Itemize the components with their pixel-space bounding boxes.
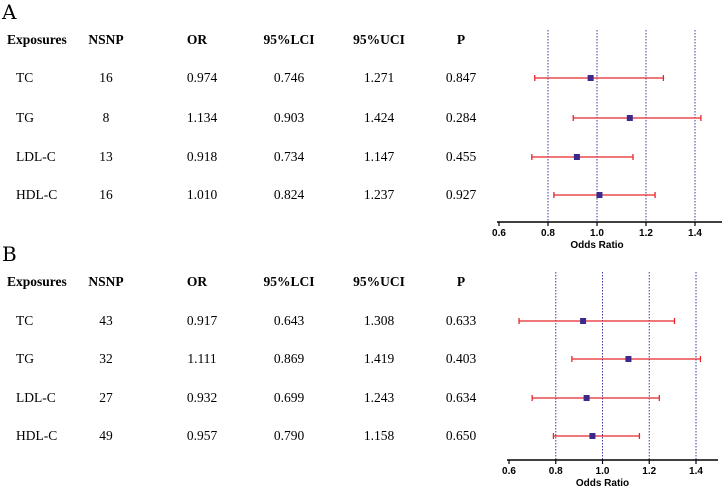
table-cell: 0.633	[445, 313, 477, 328]
column-header: Exposures	[7, 274, 67, 289]
x-tick-label: 0.8	[541, 228, 555, 239]
or-point	[625, 356, 632, 362]
table-cell: 1.271	[363, 70, 395, 85]
exposure-label: LDL-C	[16, 149, 56, 164]
x-tick-label: 1.0	[590, 228, 604, 239]
table-cell: 0.847	[445, 70, 477, 85]
x-tick-label: 1.2	[642, 466, 656, 477]
or-point	[583, 395, 590, 401]
table-cell: 1.308	[363, 313, 395, 328]
table-cell: 27	[99, 390, 113, 405]
exposure-label: TC	[16, 70, 34, 85]
exposure-label: TG	[16, 351, 34, 366]
x-axis-label: Odds Ratio	[576, 478, 629, 486]
table-cell: 0.455	[445, 149, 477, 164]
table-cell: 8	[102, 110, 110, 125]
table-cell: 0.643	[273, 313, 305, 328]
table-cell: 1.111	[187, 351, 217, 366]
column-header: 95%LCI	[263, 32, 315, 47]
table-cell: 1.424	[363, 110, 395, 125]
or-point	[580, 318, 587, 324]
table-cell: 32	[99, 351, 113, 366]
x-axis-label: Odds Ratio	[570, 240, 623, 251]
column-header: NSNP	[88, 32, 124, 47]
x-tick-label: 1.4	[689, 466, 703, 477]
column-header: 95%LCI	[263, 274, 315, 289]
table-cell: 0.932	[186, 390, 218, 405]
table-cell: 0.699	[273, 390, 305, 405]
panel-letter: B	[2, 242, 17, 266]
x-tick-label: 1.4	[688, 228, 702, 239]
forest-plot: 0.6 0.8 1.0 1.2 1.4 Odds Ratio	[502, 272, 718, 486]
forest-plot: 0.6 0.8 1.0 1.2 1.4 Odds Ratio	[492, 30, 722, 251]
column-header: 95%UCI	[353, 274, 405, 289]
table-cell: 1.237	[363, 187, 395, 202]
table-cell: 0.284	[445, 110, 477, 125]
ci-bar-ldl-c	[531, 395, 660, 401]
exposure-label: TG	[16, 110, 34, 125]
table-cell: 49	[99, 428, 113, 443]
table-cell: 0.734	[273, 149, 305, 164]
table-cell: 13	[99, 149, 113, 164]
or-point	[626, 115, 633, 121]
table-cell: 43	[99, 313, 113, 328]
table-cell: 1.419	[363, 351, 395, 366]
or-point	[587, 75, 594, 81]
table-cell: 16	[99, 187, 113, 202]
column-header: 95%UCI	[353, 32, 405, 47]
table-cell: 0.918	[186, 149, 218, 164]
exposure-label: TC	[16, 313, 34, 328]
exposure-label: HDL-C	[16, 187, 58, 202]
x-tick-label: 0.6	[502, 466, 516, 477]
table-cell: 1.134	[186, 110, 218, 125]
column-header: OR	[186, 274, 208, 289]
column-header: P	[456, 274, 466, 289]
table-cell: 0.957	[186, 428, 218, 443]
ci-bar-tg	[571, 356, 702, 362]
exposure-label: LDL-C	[16, 390, 56, 405]
table-cell: 0.746	[273, 70, 305, 85]
column-header: NSNP	[88, 274, 124, 289]
or-point	[596, 192, 603, 198]
table-cell: 0.790	[273, 428, 305, 443]
column-header: P	[456, 32, 466, 47]
column-header: OR	[186, 32, 208, 47]
x-tick-label: 0.8	[549, 466, 563, 477]
x-tick-label: 1.2	[639, 228, 653, 239]
table-cell: 0.917	[186, 313, 218, 328]
table-cell: 0.403	[445, 351, 477, 366]
table-cell: 1.243	[363, 390, 395, 405]
table-cell: 0.650	[445, 428, 477, 443]
table-cell: 0.974	[186, 70, 218, 85]
ci-bar-tg	[572, 115, 702, 121]
or-point	[589, 433, 596, 439]
table-cell: 1.147	[363, 149, 395, 164]
ci-bar-ldl-c	[531, 154, 634, 160]
panel-letter: A	[2, 0, 17, 24]
or-point	[573, 154, 580, 160]
table-cell: 1.158	[363, 428, 395, 443]
ci-bar-hdl-c	[552, 433, 641, 439]
exposure-label: HDL-C	[16, 428, 58, 443]
table-cell: 1.010	[186, 187, 218, 202]
x-tick-label: 0.6	[492, 228, 506, 239]
table-cell: 0.634	[445, 390, 477, 405]
ci-bar-tc	[534, 75, 665, 81]
table-cell: 0.927	[445, 187, 477, 202]
table-cell: 0.869	[273, 351, 305, 366]
x-tick-label: 1.0	[596, 466, 610, 477]
table-cell: 0.824	[273, 187, 305, 202]
ci-bar-hdl-c	[553, 192, 656, 198]
table-cell: 16	[99, 70, 113, 85]
ci-bar-tc	[518, 318, 676, 324]
table-cell: 0.903	[273, 110, 305, 125]
column-header: Exposures	[7, 32, 67, 47]
